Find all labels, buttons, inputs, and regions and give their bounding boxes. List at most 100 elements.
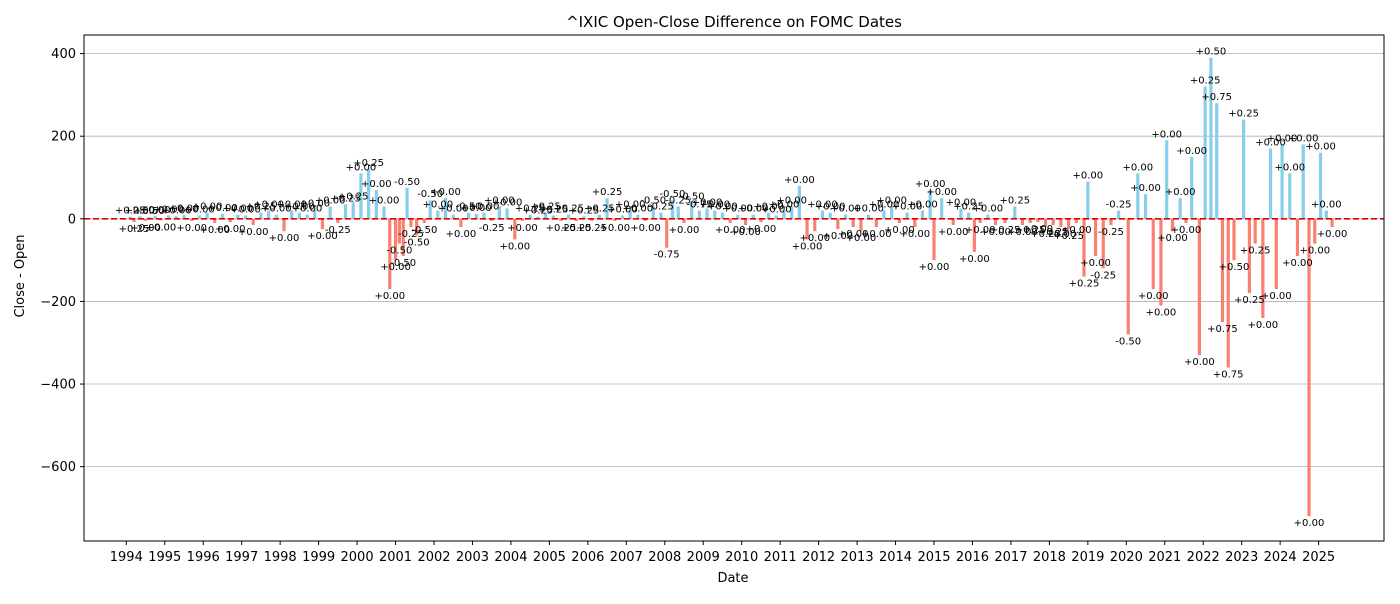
x-tick-label: 2012 <box>802 550 835 565</box>
bar <box>643 218 648 221</box>
bar <box>720 212 725 219</box>
bar <box>153 215 157 219</box>
bar <box>388 218 392 290</box>
bar-label: +0.25 <box>1240 246 1271 257</box>
bar-label: +0.00 <box>707 202 738 213</box>
bar-label: -0.75 <box>654 250 680 261</box>
x-tick-label: 1997 <box>225 550 258 565</box>
bar <box>236 214 240 219</box>
bar <box>790 206 794 219</box>
bar-label: +0.00 <box>423 200 454 211</box>
bar <box>132 218 136 223</box>
bar-label: +0.00 <box>946 197 977 208</box>
bar-label: +0.00 <box>899 229 930 240</box>
x-tick-label: 1995 <box>148 550 181 565</box>
bar <box>867 214 871 219</box>
bar <box>805 218 809 240</box>
bar <box>1165 140 1169 219</box>
bar-label: +0.00 <box>1080 258 1111 269</box>
bar <box>605 198 609 219</box>
bar-label: +0.00 <box>907 200 938 211</box>
bar <box>467 212 471 219</box>
bar <box>1247 218 1251 294</box>
bar-label: +0.25 <box>1228 109 1259 120</box>
bar-label: +0.00 <box>1299 246 1330 257</box>
bar-label: +0.25 <box>584 204 615 215</box>
bar <box>174 216 178 219</box>
bar-label: +0.00 <box>380 262 411 273</box>
bar <box>1178 198 1182 219</box>
bar-label: +0.00 <box>1261 291 1292 302</box>
y-tick-label: −400 <box>40 378 76 393</box>
y-axis-ticks: 400 200 0 −200 −400 −600 <box>40 47 84 475</box>
bar-label: +0.00 <box>284 202 315 213</box>
bar <box>1330 218 1334 228</box>
bar <box>274 214 278 219</box>
bar-label: +0.00 <box>1248 320 1279 331</box>
bar-label: +0.00 <box>307 231 338 242</box>
bar <box>1209 57 1213 219</box>
bar <box>743 218 748 226</box>
bar-label: +0.25 <box>119 224 150 235</box>
bar <box>513 218 517 240</box>
bar <box>620 215 625 219</box>
x-tick-label: 2010 <box>725 550 758 565</box>
bar <box>713 210 717 219</box>
bar <box>159 218 163 221</box>
bar <box>320 218 325 230</box>
bar <box>774 215 778 219</box>
bar <box>1013 206 1017 219</box>
bar <box>359 173 363 219</box>
bar <box>1288 173 1292 219</box>
bar-label: +0.00 <box>374 291 405 302</box>
bar <box>813 218 817 232</box>
bar <box>251 218 255 226</box>
x-tick-label: 2025 <box>1302 550 1335 565</box>
bar <box>143 218 148 221</box>
bar-label: +0.00 <box>315 195 346 206</box>
bar-label: +0.00 <box>176 223 207 234</box>
x-tick-label: 2008 <box>648 550 681 565</box>
bar-label: +0.00 <box>715 225 746 236</box>
bar-label: +0.00 <box>846 233 877 244</box>
bar-label: +0.00 <box>915 179 946 190</box>
bar <box>651 206 655 219</box>
bar-label: +0.00 <box>853 204 884 215</box>
bar <box>1220 218 1225 323</box>
bar-label: -0.25 <box>648 202 674 213</box>
bar <box>259 212 263 219</box>
bar-label: +0.00 <box>361 179 392 190</box>
bar <box>920 210 925 219</box>
bar-label: +0.00 <box>215 224 246 235</box>
bar-label: +0.00 <box>1255 138 1286 149</box>
bar-label: +0.00 <box>926 187 957 198</box>
bar <box>797 185 801 219</box>
bar <box>1313 218 1317 244</box>
bar-label: +0.25 <box>1015 225 1046 236</box>
bar-label: +0.00 <box>1023 224 1054 235</box>
bar <box>782 210 786 219</box>
bar-label: +0.00 <box>792 241 823 252</box>
bar-label: +0.00 <box>769 200 800 211</box>
bar-label: +0.00 <box>130 223 161 234</box>
bar-label: +0.50 <box>134 206 165 217</box>
bar <box>409 218 413 228</box>
bar <box>751 214 755 219</box>
x-tick-label: 2022 <box>1187 550 1220 565</box>
bar <box>397 218 401 244</box>
bar-label: +0.00 <box>630 223 661 234</box>
bar-label: +0.25 <box>999 195 1030 206</box>
bar <box>1101 218 1105 269</box>
bar-label: -0.50 <box>411 225 437 236</box>
bar-label: -0.50 <box>404 237 430 248</box>
bar-label: +0.00 <box>869 200 900 211</box>
bar <box>836 218 840 230</box>
bar <box>282 218 286 232</box>
bar <box>374 189 378 219</box>
x-tick-label: 2013 <box>841 550 874 565</box>
bar <box>874 218 878 228</box>
bar <box>882 210 886 219</box>
bar <box>913 218 917 228</box>
bar-label: +0.25 <box>246 202 277 213</box>
bar-label: +0.25 <box>1030 229 1061 240</box>
